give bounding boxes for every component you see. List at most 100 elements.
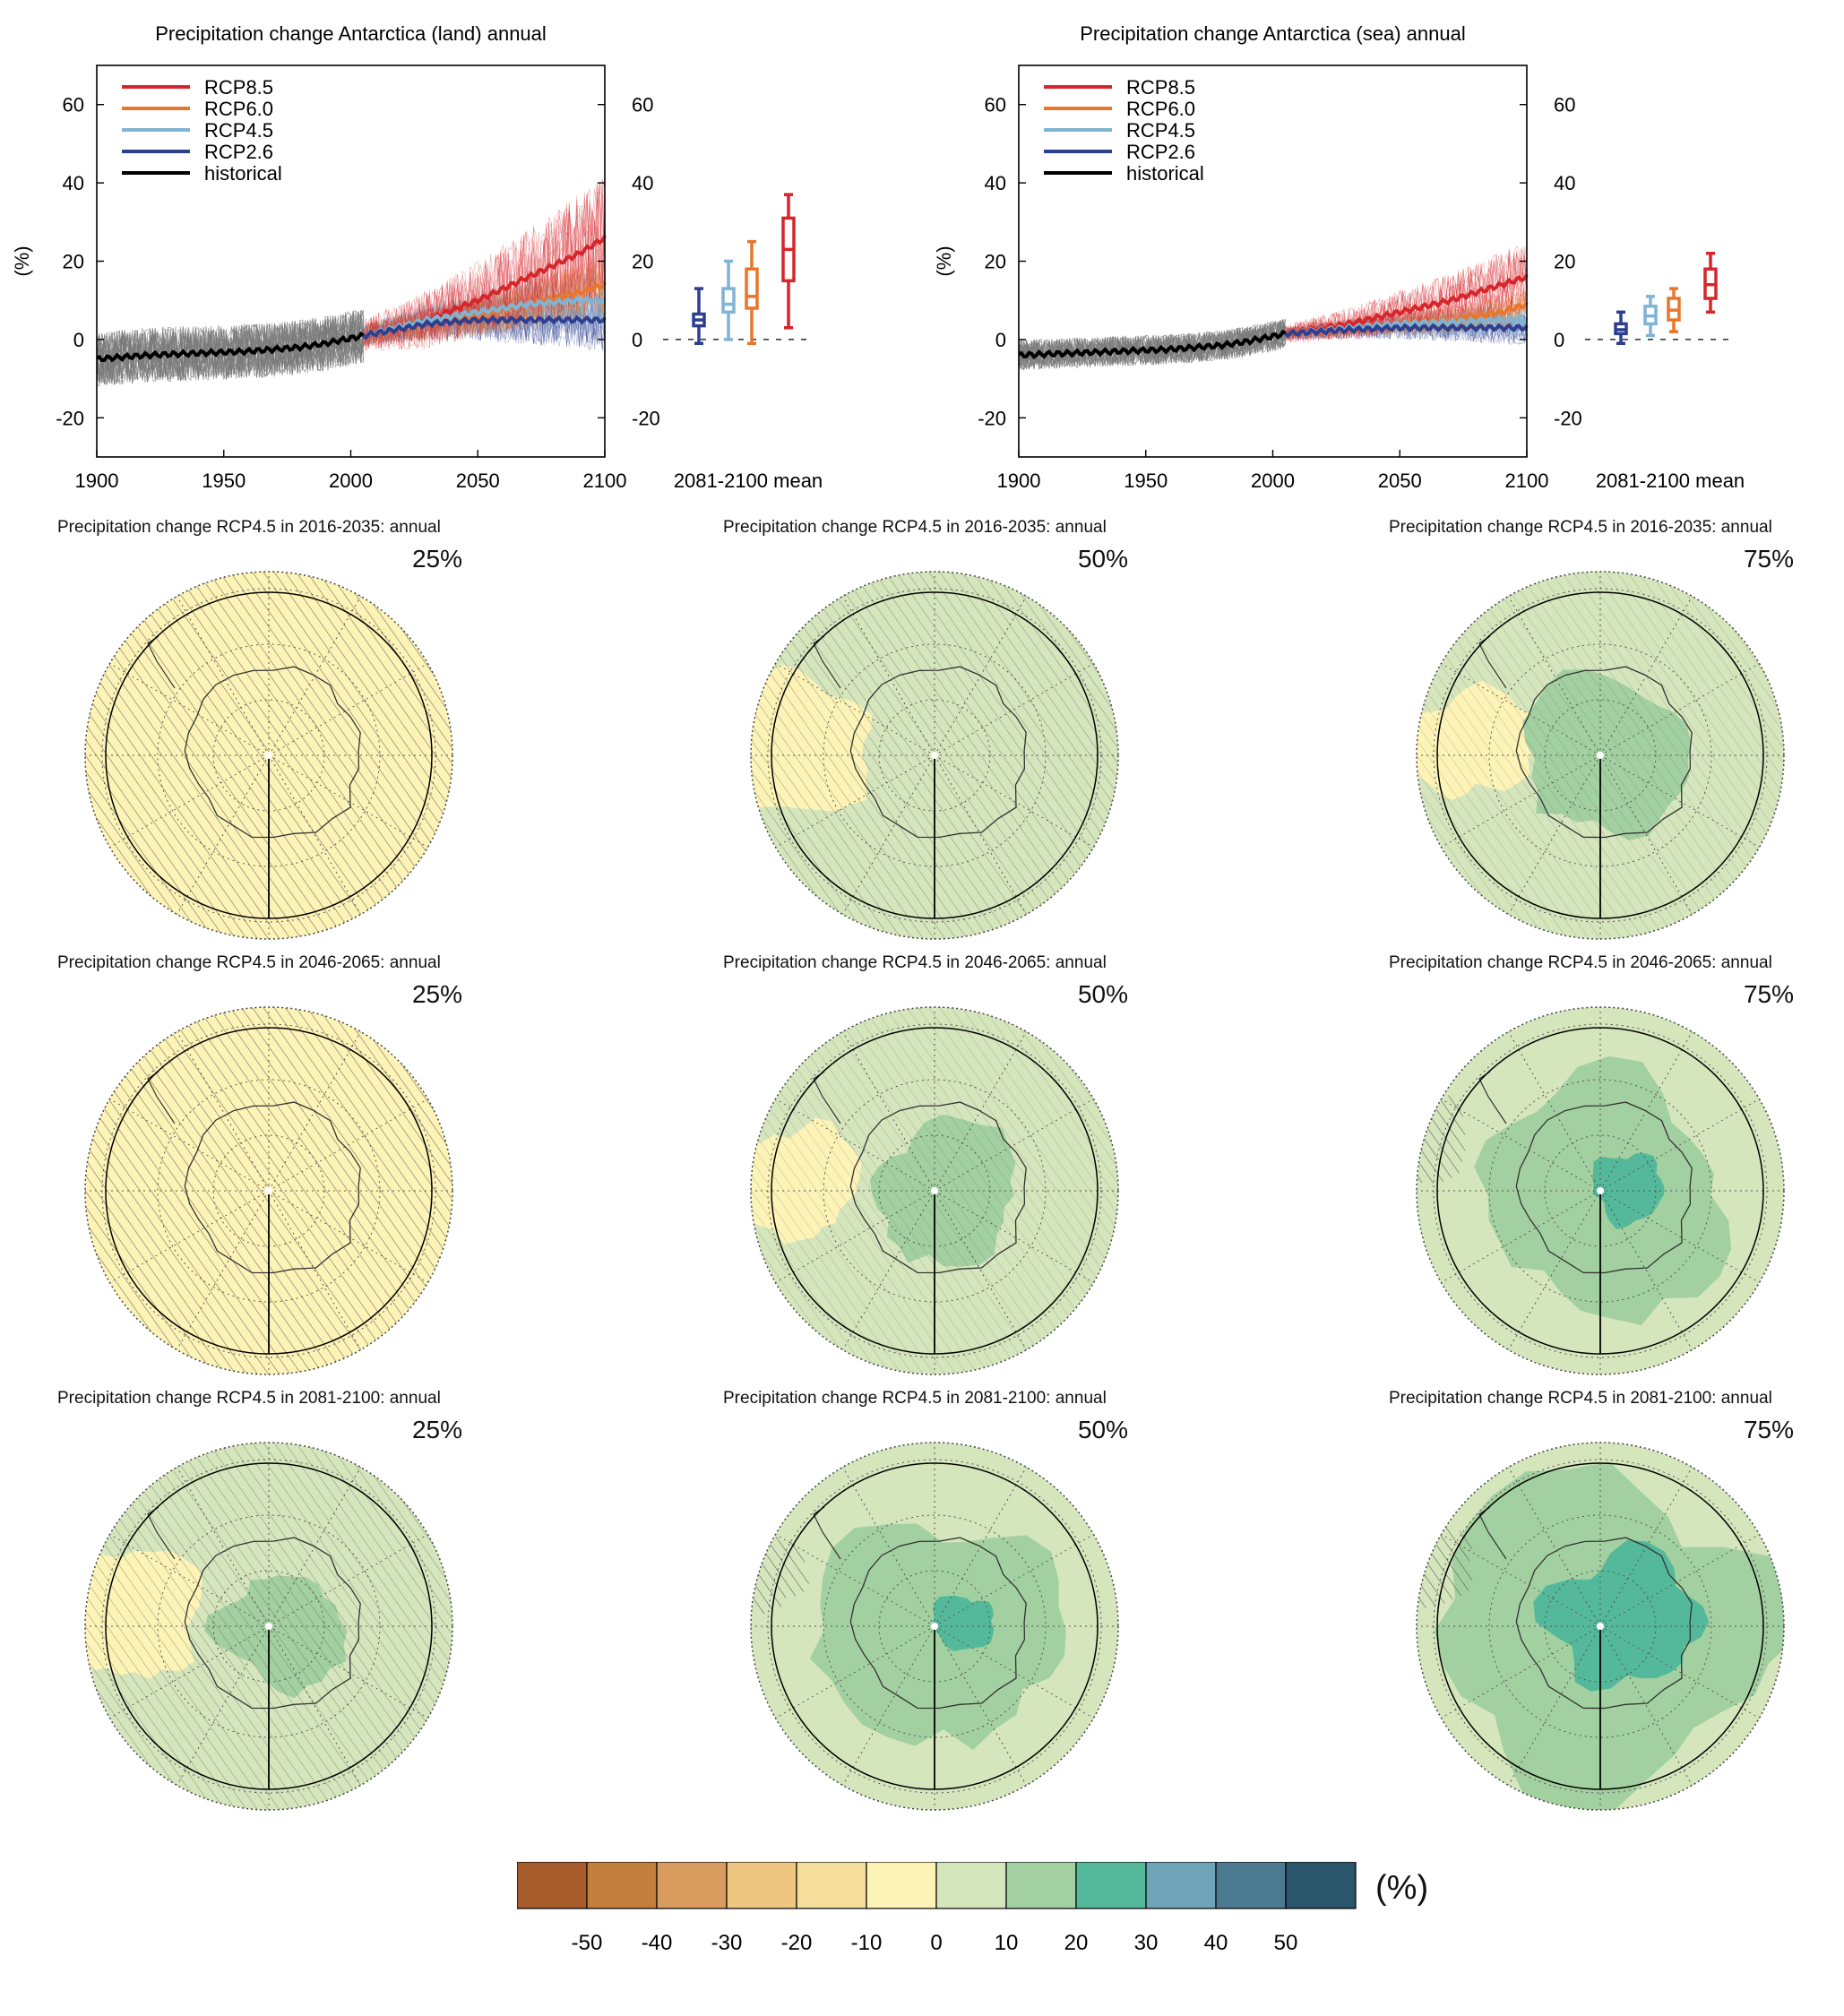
scenario-member-line: [1285, 259, 1528, 343]
land-timeseries-chart: Precipitation change Antarctica (land) a…: [11, 22, 823, 492]
polar-map: [1416, 1006, 1785, 1375]
scenario-member-line: [363, 274, 606, 344]
antarctic-coastline: [1515, 666, 1693, 839]
series-line-rcp85: [1284, 273, 1529, 339]
meridian-line: [1599, 1190, 1693, 1350]
antarctic-coastline: [1515, 1101, 1693, 1274]
y-tick-label-left: 20: [985, 251, 1006, 273]
boxplot-rcp60: [745, 239, 759, 346]
series-line-historical: [1018, 329, 1287, 359]
map-outer-rim: [750, 1442, 1119, 1811]
south-pole-marker: [1597, 1623, 1604, 1630]
y-tick-label-right: 40: [632, 172, 653, 194]
scenario-member-line: [1285, 290, 1528, 340]
legend-label-rcp60: RCP6.0: [204, 98, 273, 120]
meridian-line: [842, 1190, 935, 1350]
colorbar-unit: (%): [1375, 1869, 1429, 1907]
meridian-line: [934, 596, 1027, 756]
historical-member-line: [1018, 324, 1286, 370]
meridian-line: [268, 1467, 361, 1627]
y-tick-label-right: -20: [632, 407, 660, 429]
box-iqr: [745, 267, 759, 310]
boxplot-rcp85: [1703, 252, 1718, 314]
scenario-member-line: [363, 183, 606, 344]
y-tick-label-right: 0: [632, 329, 642, 351]
map-panel: Precipitation change RCP4.5 in 2046-2065…: [0, 944, 615, 1380]
map-panel: Precipitation change RCP4.5 in 2081-2100…: [0, 1380, 615, 1815]
polar-map: [750, 1006, 1119, 1375]
map-outer-rim: [84, 1442, 453, 1811]
map-outer-rim: [84, 571, 453, 940]
boxplot-rcp60: [1667, 287, 1681, 333]
meridian-line: [934, 754, 1027, 915]
latitude-circle: [823, 643, 1047, 867]
x-tick-label: 2100: [1505, 470, 1549, 492]
meridian-line: [775, 663, 935, 756]
scenario-member-line: [363, 280, 606, 347]
colorbar-tick-label: 20: [1064, 1931, 1089, 1955]
meridian-line: [268, 1031, 361, 1192]
map-field: [85, 1007, 452, 1374]
meridian-line: [1599, 663, 1760, 756]
x-tick-label: 2050: [1378, 470, 1422, 492]
map-panel: Precipitation change RCP4.5 in 2016-2035…: [0, 509, 615, 944]
meridian-line: [1599, 596, 1693, 756]
legend-label-rcp45: RCP4.5: [204, 119, 273, 142]
series-line-rcp26: [362, 314, 607, 340]
colorbar-swatch: [796, 1862, 867, 1909]
scenario-member-line: [363, 260, 606, 344]
scenario-member-line: [363, 269, 606, 345]
meridian-line: [268, 1625, 361, 1786]
y-tick-label-right: 20: [1554, 251, 1575, 273]
map-panel: Precipitation change RCP4.5 in 2046-2065…: [666, 944, 1280, 1380]
antarctic-coastline: [184, 1537, 361, 1710]
map-percentile-label: 50%: [1077, 545, 1128, 573]
meridian-line: [775, 1625, 935, 1719]
scenario-member-line: [363, 192, 606, 347]
meridian-line: [842, 1625, 935, 1786]
scenario-member-line: [363, 180, 606, 349]
meridian-line: [775, 1534, 935, 1627]
land-timeseries-panel: Precipitation change Antarctica (land) a…: [0, 0, 922, 502]
meridian-line: [1599, 1534, 1760, 1627]
meridian-line: [1508, 1190, 1601, 1350]
meridian-line: [775, 754, 935, 848]
meridian-line: [1508, 596, 1601, 756]
legend-label-rcp85: RCP8.5: [1126, 76, 1195, 99]
scenario-member-line: [363, 289, 606, 350]
scenario-member-line: [363, 291, 606, 348]
meridian-line: [177, 1625, 270, 1786]
scenario-member-line: [1285, 304, 1528, 338]
meridian-line: [177, 596, 270, 756]
plot-frame: [1018, 65, 1528, 458]
colorbar-tick-label: 40: [1204, 1931, 1228, 1955]
positive-change-region: [809, 1523, 1066, 1750]
scenario-member-line: [1285, 246, 1528, 342]
meridian-line: [1599, 1625, 1693, 1786]
scenario-member-line: [1285, 254, 1528, 342]
meridian-line: [268, 754, 361, 915]
x-tick-label: 1900: [75, 470, 119, 492]
map-title: Precipitation change RCP4.5 in 2081-2100…: [57, 1389, 441, 1408]
map-panel: Precipitation change RCP4.5 in 2046-2065…: [1331, 944, 1844, 1380]
y-axis-label: (%): [933, 246, 955, 276]
colorbar-swatch: [1215, 1862, 1287, 1909]
map-field: [1417, 572, 1784, 939]
meridian-line: [1508, 1467, 1601, 1627]
colorbar-swatch: [517, 1862, 588, 1909]
south-pole-marker: [1597, 1187, 1604, 1194]
meridian-line: [842, 1467, 935, 1627]
boxplot-rcp45: [1643, 295, 1658, 338]
colorbar-tick-label: -10: [851, 1931, 883, 1955]
meridian-line: [934, 1625, 1094, 1719]
map-percentile-label: 50%: [1077, 1416, 1128, 1443]
legend-label-rcp45: RCP4.5: [1126, 119, 1195, 142]
meridian-line: [1599, 1467, 1693, 1627]
y-tick-label-right: 0: [1554, 329, 1564, 351]
map-field: [751, 1443, 1118, 1810]
colorbar-tick-label: -50: [572, 1931, 603, 1955]
chart-title: Precipitation change Antarctica (sea) an…: [1080, 22, 1465, 45]
colorbar-tick-label: 30: [1134, 1931, 1159, 1955]
meridian-line: [268, 1190, 428, 1283]
antarctic-coastline: [184, 1101, 361, 1274]
